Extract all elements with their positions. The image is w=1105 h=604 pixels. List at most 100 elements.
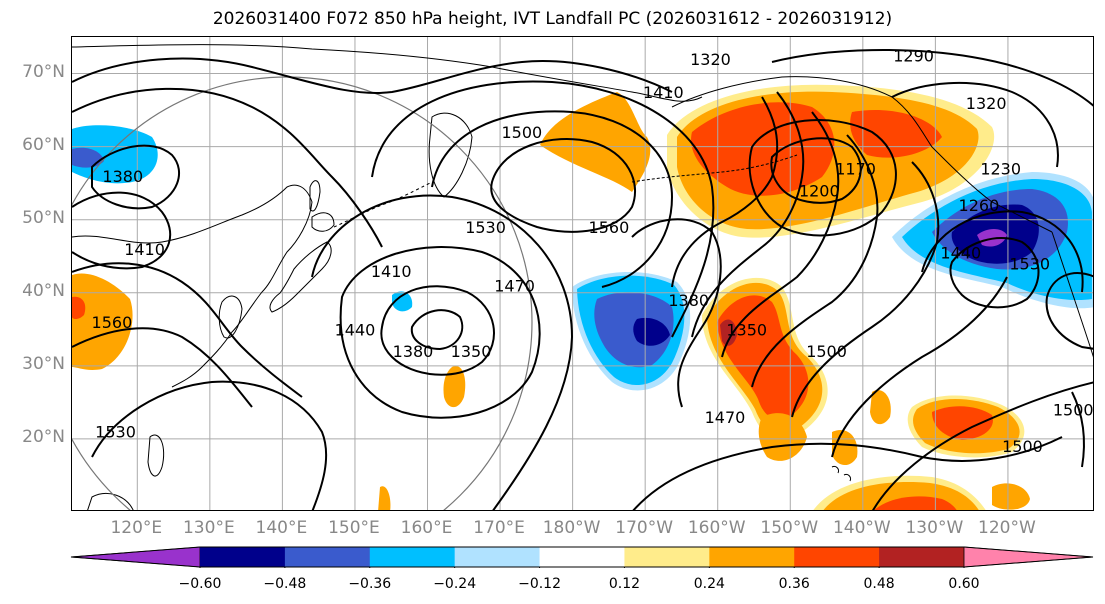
coastline-korea bbox=[218, 295, 243, 339]
colorbar-extend-low bbox=[70, 546, 201, 568]
height-contour bbox=[380, 285, 495, 376]
colorbar-segment bbox=[879, 547, 965, 567]
contour-label: 1500 bbox=[806, 342, 847, 361]
height-contour bbox=[1045, 272, 1093, 350]
contour-label: 1500 bbox=[1053, 401, 1094, 420]
shade-positive-region bbox=[72, 296, 86, 319]
longitude-label: 150°E bbox=[328, 518, 380, 538]
longitude-label: 140°E bbox=[255, 518, 308, 538]
colorbar-segment bbox=[369, 547, 456, 567]
height-contour bbox=[632, 436, 1063, 510]
height-contour bbox=[891, 81, 1059, 168]
height-contour bbox=[721, 111, 840, 358]
map-panel: 1320 1290 1320 1410 1500 1380 1410 1560 1530 1410… bbox=[71, 36, 1094, 511]
colorbar-segment bbox=[539, 547, 625, 567]
longitude-label: 130°E bbox=[182, 518, 235, 538]
shade-positive-region bbox=[443, 366, 466, 408]
height-contour bbox=[72, 57, 673, 94]
height-contour bbox=[751, 134, 879, 388]
height-contour bbox=[72, 191, 172, 270]
height-contour bbox=[72, 262, 303, 398]
colorbar-tick-label: −0.60 bbox=[178, 576, 222, 592]
height-contour bbox=[770, 137, 862, 204]
contour-label: 1200 bbox=[799, 181, 840, 200]
height-contour bbox=[831, 276, 1008, 458]
shade-negative-region bbox=[72, 125, 158, 184]
height-contour bbox=[872, 381, 1093, 510]
height-contour bbox=[72, 327, 253, 408]
longitude-label: 120°E bbox=[110, 518, 163, 538]
height-contour bbox=[431, 110, 674, 288]
longitude-label: 180°W bbox=[542, 518, 601, 538]
contour-label: 1530 bbox=[1009, 255, 1050, 274]
colorbar-tick-label: 0.24 bbox=[693, 576, 725, 592]
contour-label: 1440 bbox=[940, 244, 981, 263]
map-title: 2026031400 F072 850 hPa height, IVT Land… bbox=[212, 9, 893, 29]
colorbar-tick-label: 0.60 bbox=[948, 576, 980, 592]
latitude-label: 30°N bbox=[22, 353, 65, 374]
latitude-label: 70°N bbox=[22, 61, 65, 82]
height-contour bbox=[91, 380, 328, 510]
colorbar-tick-label: −0.12 bbox=[518, 576, 561, 592]
colorbar-segment bbox=[454, 547, 541, 567]
height-contour bbox=[490, 138, 637, 233]
height-contour bbox=[410, 309, 464, 351]
latitude-label: 20°N bbox=[22, 426, 65, 447]
contour-label: 1530 bbox=[465, 218, 506, 237]
height-contour bbox=[791, 161, 940, 418]
contour-label: 1410 bbox=[124, 240, 165, 259]
shade-positive-region bbox=[717, 295, 809, 420]
coastline-sakhalin bbox=[309, 180, 321, 212]
colorbar-tick-label: 0.12 bbox=[608, 576, 641, 592]
height-contour bbox=[311, 194, 574, 510]
coastline-kamchatka bbox=[428, 112, 473, 198]
colorbar-segment bbox=[794, 547, 880, 567]
longitude-label: 120°W bbox=[978, 518, 1036, 538]
latitude-label: 40°N bbox=[22, 280, 65, 301]
colorbar-tick-label: 0.36 bbox=[778, 576, 810, 592]
graticule bbox=[72, 37, 1093, 510]
shade-positive-region bbox=[992, 483, 1030, 510]
contour-label: 1410 bbox=[371, 262, 412, 281]
colorbar-segment bbox=[624, 547, 710, 567]
height-contours bbox=[72, 49, 1093, 510]
latitude-label: 50°N bbox=[22, 207, 65, 228]
colorbar-tick-label: 0.48 bbox=[863, 576, 895, 592]
longitude-label: 150°W bbox=[760, 518, 819, 538]
shade-negative-region bbox=[633, 317, 670, 346]
colorbar-tick-label: −0.48 bbox=[263, 576, 307, 592]
shade-positive-region bbox=[758, 413, 807, 461]
coastline-siberia-north bbox=[72, 44, 703, 102]
contour-label: 1230 bbox=[980, 160, 1021, 179]
contour-label: 1530 bbox=[95, 423, 136, 442]
height-contour bbox=[72, 87, 383, 248]
contour-label: 1380 bbox=[668, 291, 709, 310]
contour-label: 1380 bbox=[102, 167, 143, 186]
shade-positive-region bbox=[870, 389, 891, 425]
contour-label: 1170 bbox=[835, 160, 876, 179]
coastline-alaska bbox=[671, 76, 1053, 233]
longitude-label: 170°E bbox=[473, 518, 525, 538]
height-contour bbox=[949, 237, 1040, 309]
contour-labels: 1320 1290 1320 1410 1500 1380 1410 1560 1530 1410… bbox=[92, 46, 1094, 456]
longitude-label: 140°W bbox=[832, 518, 891, 538]
contour-label: 1290 bbox=[893, 46, 934, 65]
height-contour bbox=[691, 91, 805, 338]
contour-label: 1440 bbox=[335, 320, 376, 339]
colorbar-tick-label: −0.24 bbox=[433, 576, 477, 592]
colorbar-segment bbox=[709, 547, 795, 567]
latitude-label: 60°N bbox=[22, 134, 65, 155]
contour-label: 1320 bbox=[966, 94, 1007, 113]
contour-label: 1260 bbox=[959, 196, 1000, 215]
shade-positive-region bbox=[72, 273, 133, 370]
shade-negative-region bbox=[392, 291, 413, 312]
height-contour bbox=[1071, 391, 1085, 468]
contour-label: 1350 bbox=[451, 342, 492, 361]
shade-positive-region bbox=[720, 319, 737, 346]
contour-label: 1350 bbox=[726, 320, 767, 339]
coastline-philippines bbox=[147, 434, 165, 477]
shade-positive-region bbox=[874, 496, 957, 510]
height-contour bbox=[91, 144, 181, 210]
height-contour bbox=[631, 218, 722, 408]
coastline-north-america bbox=[1051, 231, 1093, 358]
